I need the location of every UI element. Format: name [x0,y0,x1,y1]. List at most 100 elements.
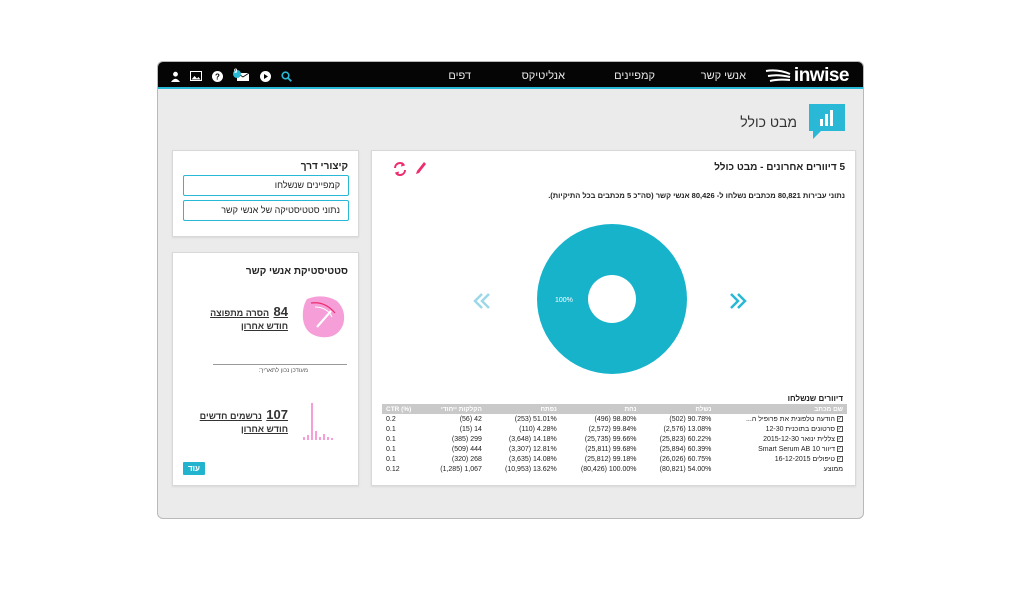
table-cell: ✓טיפולים 16-12-2015 [715,454,847,464]
table-cell: ✓סרטונים בתוכנית 12-30 [715,424,847,434]
page-title: מבט כולל [740,114,797,130]
shortcuts-title: קיצורי דרך [300,161,348,172]
mailing-name: ממוצע [823,465,843,473]
table-cell: (385) 299 [451,435,482,443]
table-cell: ✓דיוור 10 Smart Serum AB [715,444,847,454]
row-checkbox[interactable]: ✓ [837,455,843,462]
mailing-name: הודעה טלפונית את פרופיל ה... [745,415,835,423]
nav-campaigns-label[interactable]: קמפיינים [614,69,655,82]
unsubscribe-label[interactable]: הסרה מתפוצה [210,308,270,318]
table-row[interactable]: 0.1 (385) 299 (3,648) 14.18% (25,735) 99.66… [382,434,847,444]
contact-stats-title: סטטיסטיקת אנשי קשר [245,266,348,277]
sent-campaigns-button[interactable]: קמפיינים שנשלחו [183,175,349,196]
mailing-name: טיפולים 16-12-2015 [774,455,835,463]
svg-text:?: ? [215,72,220,81]
new-signups-stat[interactable]: 107 נרשמים חדשים חודש אחרון [198,406,288,434]
row-checkbox[interactable]: ✓ [837,425,843,432]
help-icon[interactable]: ? [210,69,224,83]
table-cell: (25,735) 99.66% [584,435,637,443]
edit-pencil-icon[interactable] [415,161,427,175]
contact-stats-button[interactable]: נתוני סטטיסטיקה של אנשי קשר [183,200,349,221]
column-header[interactable]: נפתח [485,404,561,414]
table-cell: ✓הודעה טלפונית את פרופיל ה... [715,414,847,424]
new-signups-label[interactable]: נרשמים חדשים [199,411,262,421]
more-button[interactable]: עוד [183,462,205,475]
table-header-row: CTR (%) הקלקות ייחודי נפתח נחת נשלח שם מכתב [382,404,847,414]
table-cell: (3,648) 14.18% [508,435,557,443]
donut-hole [588,275,636,323]
messages-icon[interactable]: 9 [231,69,251,83]
nav-pages-label[interactable]: דפים [448,69,471,82]
column-header[interactable]: שם מכתב [715,404,847,414]
image-icon[interactable] [189,69,203,83]
nav-analytics-label[interactable]: אנליטיקס [521,69,565,82]
mailings-title: 5 דיוורים אחרונים - מבט כולל [714,162,845,173]
unsubscribe-gauge-icon [302,296,345,338]
unsubscribe-value[interactable]: 84 [273,304,288,319]
average-row: 0.12 (1,285) 1,067 (10,953) 13.62% (80,426)… [382,464,847,474]
prev-chevrons-icon[interactable] [472,292,492,310]
table-cell: (502) 90.78% [669,415,712,423]
mailings-summary: נתוני עבירות 80,821 מכתבים נשלחו ל- 80,4… [548,191,845,200]
nav-contacts-label[interactable]: אנשי קשר [700,69,746,82]
table-cell: ✓צללית ינואר 2015-12-30 [715,434,847,444]
unsubscribe-stat[interactable]: 84 הסרה מתפוצה חודש אחרון [198,303,288,331]
table-cell: (1,285) 1,067 [440,465,482,473]
sent-mailings-table: CTR (%) הקלקות ייחודי נפתח נחת נשלח שם מכתב 0… [382,404,847,474]
table-cell: (10,953) 13.62% [505,465,557,473]
table-cell: (2,576) 13.08% [663,425,712,433]
table-row[interactable]: 0.1 (320) 268 (3,635) 14.08% (25,812) 99.18… [382,454,847,464]
table-cell: (25,894) 60.39% [659,445,712,453]
dashboard-chart-icon [809,104,845,139]
signups-sparkline-icon [303,403,333,440]
table-cell: (3,635) 14.08% [508,455,557,463]
next-chevrons-icon[interactable] [728,292,748,310]
unsubscribe-period[interactable]: חודש אחרון [240,321,288,331]
table-cell: (25,811) 99.68% [585,445,637,453]
table-cell: (496) 98.80% [594,415,637,423]
mailing-name: דיוור 10 Smart Serum AB [758,445,835,453]
nav-contacts[interactable]: אנשי קשר [701,62,746,89]
page-header: מבט כולל [740,103,847,141]
table-cell: (25,823) 60.22% [659,435,712,443]
table-cell: 0.12 [386,465,400,473]
table-cell: (25,812) 99.18% [584,455,637,463]
inwise-logo[interactable]: inwise [764,65,850,86]
mailing-name: צללית ינואר 2015-12-30 [763,435,835,443]
table-cell: (110) 4.28% [519,425,557,433]
table-cell: 0.1 [386,425,396,433]
mailing-name: סרטונים בתוכנית 12-30 [765,425,835,433]
row-checkbox[interactable]: ✓ [837,445,843,452]
user-icon[interactable] [168,69,182,83]
table-cell: (3,307) 12.81% [508,445,557,453]
refresh-icon[interactable] [392,161,408,177]
table-cell: (56) 42 [459,415,482,423]
column-header[interactable]: הקלקות ייחודי [423,404,486,414]
row-checkbox[interactable]: ✓ [837,435,843,442]
table-cell: ממוצע [715,464,847,474]
nav-pages[interactable]: דפים [448,62,471,89]
table-cell: (80,821) 54.00% [659,465,712,473]
column-header[interactable]: נשלח [640,404,716,414]
table-cell: 0.2 [386,415,396,423]
column-header[interactable]: CTR (%) [382,404,424,414]
table-cell: (509) 444 [451,445,482,453]
table-row[interactable]: 0.2 (56) 42 (253) 51.01% (496) 98.80% (502) … [382,414,847,424]
table-row[interactable]: 0.1 (15) 14 (110) 4.28% (2,572) 99.84% (2,57… [382,424,847,434]
new-signups-value[interactable]: 107 [266,407,288,422]
logo-lines-icon [765,69,791,82]
table-cell: (26,026) 60.75% [659,455,712,463]
nav-analytics[interactable]: אנליטיקס [522,62,565,89]
new-signups-period[interactable]: חודש אחרון [240,424,288,434]
row-checkbox[interactable]: ✓ [837,415,843,422]
table-cell: 0.1 [386,455,396,463]
column-header[interactable]: נחת [560,404,641,414]
table-row[interactable]: 0.1 (509) 444 (3,307) 12.81% (25,811) 99.68… [382,444,847,454]
play-icon[interactable] [258,69,272,83]
table-cell: (2,572) 99.84% [588,425,637,433]
table-cell: (320) 268 [451,455,482,463]
nav-campaigns[interactable]: קמפיינים [614,62,655,89]
search-icon[interactable] [279,69,293,83]
logo-text: inwise [793,65,850,86]
updated-label: מעודכן נכון לתאריך: [258,368,308,374]
